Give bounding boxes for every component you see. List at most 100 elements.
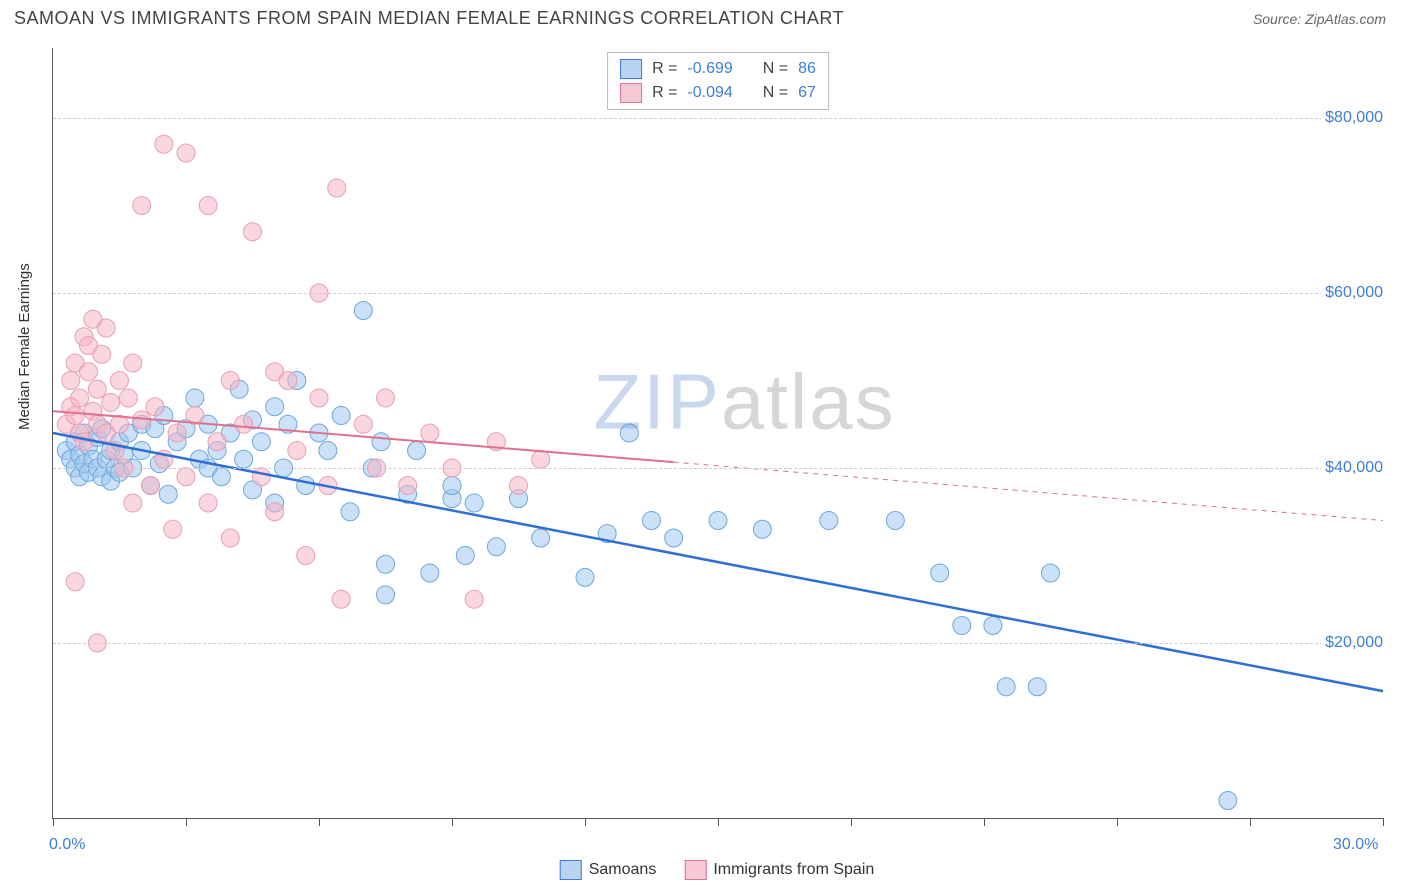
scatter-point: [168, 424, 186, 442]
legend-stats-box: R =-0.699N =86R =-0.094N =67: [607, 52, 829, 110]
scatter-point: [142, 477, 160, 495]
scatter-point: [753, 520, 771, 538]
scatter-point: [332, 407, 350, 425]
scatter-point: [75, 433, 93, 451]
scatter-point: [199, 197, 217, 215]
x-tick: [1117, 818, 1118, 826]
source-credit: Source: ZipAtlas.com: [1253, 11, 1386, 27]
n-label: N =: [763, 60, 788, 78]
x-tick: [186, 818, 187, 826]
legend-series-item: Samoans: [560, 860, 657, 880]
scatter-point: [354, 415, 372, 433]
y-tick-label: $80,000: [1321, 109, 1387, 127]
scatter-point: [159, 485, 177, 503]
scatter-point: [709, 512, 727, 530]
x-tick-label: 0.0%: [49, 836, 85, 854]
legend-swatch: [620, 83, 642, 103]
scatter-point: [510, 477, 528, 495]
scatter-point: [1219, 792, 1237, 810]
scatter-point: [465, 590, 483, 608]
scatter-point: [354, 302, 372, 320]
trend-line-dashed: [674, 462, 1383, 520]
scatter-point: [66, 573, 84, 591]
scatter-point: [244, 223, 262, 241]
scatter-point: [297, 477, 315, 495]
scatter-point: [235, 415, 253, 433]
scatter-point: [576, 568, 594, 586]
scatter-svg: [53, 48, 1383, 818]
scatter-point: [71, 389, 89, 407]
scatter-point: [66, 407, 84, 425]
scatter-point: [199, 494, 217, 512]
r-value: -0.094: [687, 84, 732, 102]
x-tick: [53, 818, 54, 826]
legend-series: Samoans Immigrants from Spain: [560, 860, 875, 880]
x-tick: [1383, 818, 1384, 826]
scatter-point: [177, 468, 195, 486]
trend-line: [53, 433, 1383, 691]
scatter-point: [665, 529, 683, 547]
legend-swatch: [620, 59, 642, 79]
scatter-point: [643, 512, 661, 530]
chart-plot-area: R =-0.699N =86R =-0.094N =67 ZIPatlas $2…: [52, 48, 1383, 819]
scatter-point: [421, 424, 439, 442]
legend-series-label: Samoans: [589, 861, 657, 879]
scatter-point: [124, 354, 142, 372]
scatter-point: [252, 433, 270, 451]
scatter-point: [984, 617, 1002, 635]
scatter-point: [62, 372, 80, 390]
x-tick: [1250, 818, 1251, 826]
scatter-point: [319, 442, 337, 460]
x-tick: [718, 818, 719, 826]
scatter-point: [372, 433, 390, 451]
x-tick: [984, 818, 985, 826]
y-tick-label: $20,000: [1321, 634, 1387, 652]
legend-series-item: Immigrants from Spain: [684, 860, 874, 880]
scatter-point: [221, 372, 239, 390]
chart-title: SAMOAN VS IMMIGRANTS FROM SPAIN MEDIAN F…: [14, 8, 844, 29]
scatter-point: [221, 529, 239, 547]
legend-swatch: [684, 860, 706, 880]
scatter-point: [146, 398, 164, 416]
r-value: -0.699: [687, 60, 732, 78]
r-label: R =: [652, 60, 677, 78]
n-value: 67: [798, 84, 816, 102]
scatter-point: [133, 197, 151, 215]
scatter-point: [399, 477, 417, 495]
gridline: [53, 293, 1383, 294]
scatter-point: [97, 319, 115, 337]
scatter-point: [288, 442, 306, 460]
scatter-point: [487, 538, 505, 556]
scatter-point: [931, 564, 949, 582]
scatter-point: [1028, 678, 1046, 696]
scatter-point: [102, 393, 120, 411]
scatter-point: [820, 512, 838, 530]
legend-stat-row: R =-0.699N =86: [620, 57, 816, 81]
scatter-point: [377, 555, 395, 573]
scatter-point: [408, 442, 426, 460]
gridline: [53, 643, 1383, 644]
scatter-point: [465, 494, 483, 512]
scatter-point: [93, 345, 111, 363]
y-tick-label: $40,000: [1321, 459, 1387, 477]
scatter-point: [532, 450, 550, 468]
scatter-point: [279, 372, 297, 390]
scatter-point: [332, 590, 350, 608]
scatter-point: [1042, 564, 1060, 582]
scatter-point: [111, 372, 129, 390]
scatter-point: [177, 144, 195, 162]
scatter-point: [79, 363, 97, 381]
scatter-point: [377, 586, 395, 604]
scatter-point: [532, 529, 550, 547]
scatter-point: [886, 512, 904, 530]
scatter-point: [119, 389, 137, 407]
scatter-point: [456, 547, 474, 565]
scatter-point: [620, 424, 638, 442]
scatter-point: [953, 617, 971, 635]
scatter-point: [997, 678, 1015, 696]
x-tick: [585, 818, 586, 826]
scatter-point: [310, 389, 328, 407]
scatter-point: [155, 135, 173, 153]
scatter-point: [252, 468, 270, 486]
scatter-point: [212, 468, 230, 486]
